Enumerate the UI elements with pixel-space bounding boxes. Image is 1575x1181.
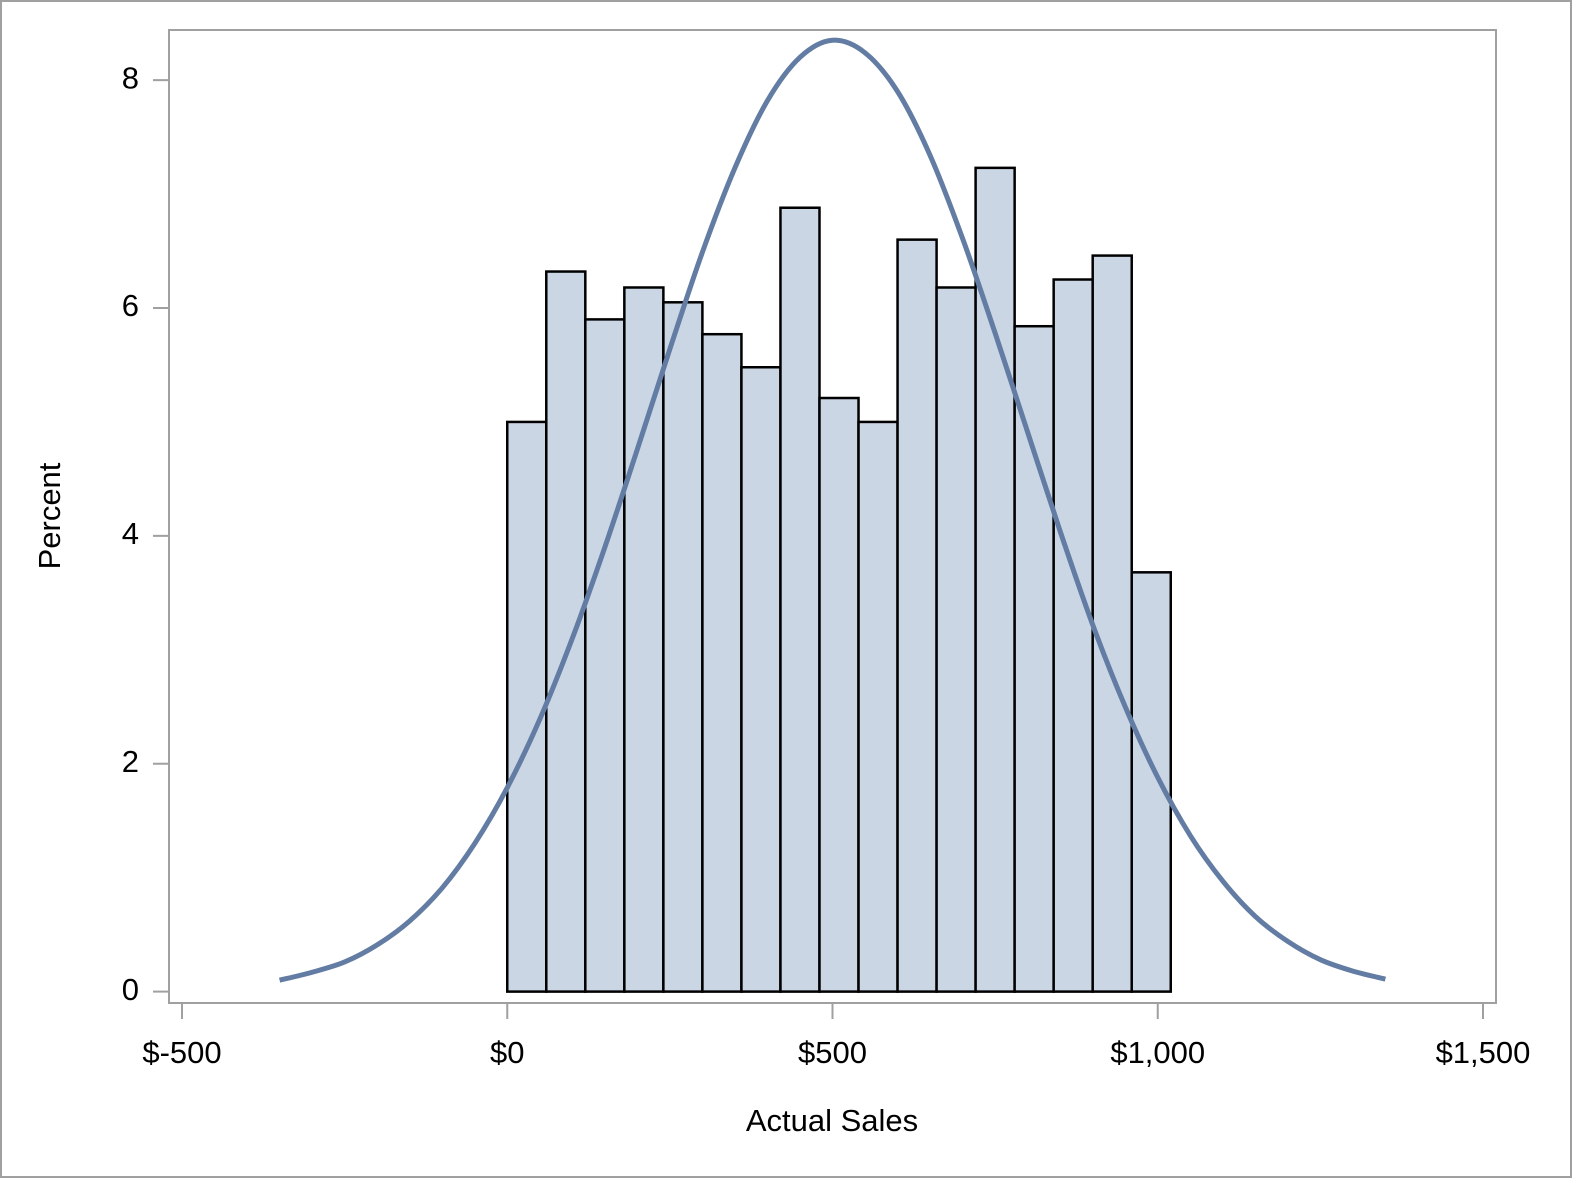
bar (623, 286, 665, 993)
bar (662, 301, 704, 993)
y-tick-label: 2 (122, 744, 139, 779)
y-tick-label: 6 (122, 288, 139, 323)
bar (701, 332, 743, 993)
bar (818, 396, 860, 993)
bar (857, 420, 899, 993)
y-axis-title: Percent (32, 462, 67, 569)
bar (896, 238, 938, 993)
y-tick-label: 0 (122, 972, 139, 1007)
bar (935, 286, 977, 993)
bar (545, 270, 587, 993)
bar (584, 318, 626, 993)
bar (1052, 278, 1094, 993)
bar (1091, 254, 1133, 993)
bar (506, 420, 548, 993)
bar (740, 365, 782, 993)
x-tick-label: $1,000 (1110, 1035, 1205, 1070)
bar (1013, 324, 1055, 993)
x-tick-label: $-500 (142, 1035, 221, 1070)
x-axis-title: Actual Sales (746, 1103, 918, 1138)
y-tick-label: 4 (122, 516, 139, 551)
bar (974, 166, 1016, 993)
x-tick-label: $0 (490, 1035, 524, 1070)
x-tick-label: $500 (798, 1035, 867, 1070)
x-tick-label: $1,500 (1436, 1035, 1531, 1070)
bar (1130, 571, 1173, 993)
density-curve (278, 37, 1387, 983)
y-tick-label: 8 (122, 60, 139, 95)
plot-frame (168, 29, 1497, 1004)
bar (779, 206, 821, 993)
